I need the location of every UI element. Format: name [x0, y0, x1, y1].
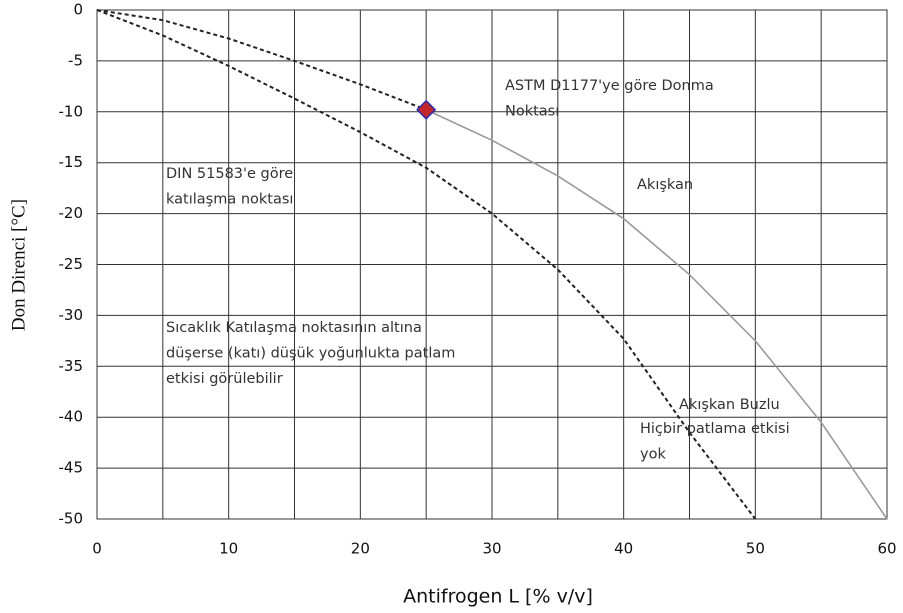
annotation: DIN 51583'e göre — [166, 166, 293, 182]
x-tick-label: 20 — [351, 540, 370, 558]
annotation: etkisi görülebilir — [166, 371, 283, 387]
annotation: katılaşma noktası — [166, 192, 293, 208]
y-tick-label: 0 — [73, 1, 83, 19]
x-tick-label: 0 — [92, 540, 102, 558]
annotation: Hiçbir patlama etkisi — [640, 421, 790, 437]
annotation: Akışkan Buzlu — [679, 397, 780, 413]
x-tick-label: 10 — [219, 540, 238, 558]
line-series — [96, 9, 757, 520]
annotation: Akışkan — [637, 177, 693, 193]
x-tick-label: 40 — [614, 540, 633, 558]
marker — [416, 99, 437, 120]
x-tick-label: 50 — [746, 540, 765, 558]
annotation: Noktası — [505, 104, 559, 120]
annotation: ASTM D1177'ye göre Donma — [505, 78, 714, 94]
y-tick-label: -20 — [59, 204, 84, 222]
annotation: Sıcaklık Katılaşma noktasının altına — [166, 320, 422, 336]
x-tick-label: 30 — [482, 540, 501, 558]
x-axis-label: Antifrogen L [% v/v] — [403, 586, 593, 608]
y-tick-label: -50 — [59, 510, 84, 528]
line-series — [425, 109, 888, 520]
annotation: yok — [640, 447, 666, 463]
line-series — [96, 9, 427, 111]
y-tick-label: -25 — [59, 255, 84, 273]
y-tick-label: -35 — [59, 357, 84, 375]
x-tick-label: 60 — [877, 540, 896, 558]
y-tick-label: -30 — [59, 306, 84, 324]
y-tick-label: -45 — [59, 459, 84, 477]
annotation: düşerse (katı) düşük yoğunlukta patlam — [166, 346, 455, 362]
y-tick-label: -10 — [59, 102, 84, 120]
y-tick-label: -15 — [59, 153, 84, 171]
y-tick-label: -40 — [59, 408, 84, 426]
y-axis-label: Don Direnci [°C] — [8, 199, 29, 331]
y-tick-label: -5 — [68, 51, 83, 69]
